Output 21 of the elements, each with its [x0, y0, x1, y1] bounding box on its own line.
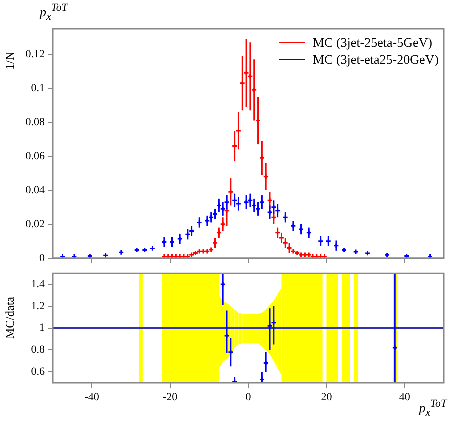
x-tick-label: 40	[399, 391, 411, 404]
x-tick-label: -20	[162, 391, 178, 404]
legend-label: MC (3jet-eta25-20GeV)	[313, 51, 439, 68]
y-tick-label: 0.04	[26, 184, 46, 196]
y-tick-label: 0.02	[26, 218, 45, 230]
y-tick-label: 0	[40, 252, 46, 264]
y-tick-label: 0.6	[31, 366, 46, 378]
y-axis-title: 1/N	[3, 52, 18, 70]
y-tick-label: 0.1	[31, 82, 45, 94]
y-tick-label: 0.12	[26, 48, 45, 60]
y-tick-label: 1.4	[31, 278, 46, 290]
y-tick-label: 0.8	[31, 344, 46, 356]
y-axis-title: MC/data	[3, 297, 18, 339]
y-tick-label: 1	[40, 322, 45, 334]
y-tick-label: 0.08	[26, 116, 46, 128]
y-tick-label: 1.2	[31, 300, 45, 312]
x-tick-label: 20	[321, 391, 333, 404]
legend-label: MC (3jet-25eta-5GeV)	[313, 34, 432, 51]
x-tick-label: 0	[246, 391, 252, 404]
x-tick-label: -40	[84, 391, 100, 404]
y-tick-label: 0.06	[26, 150, 46, 162]
